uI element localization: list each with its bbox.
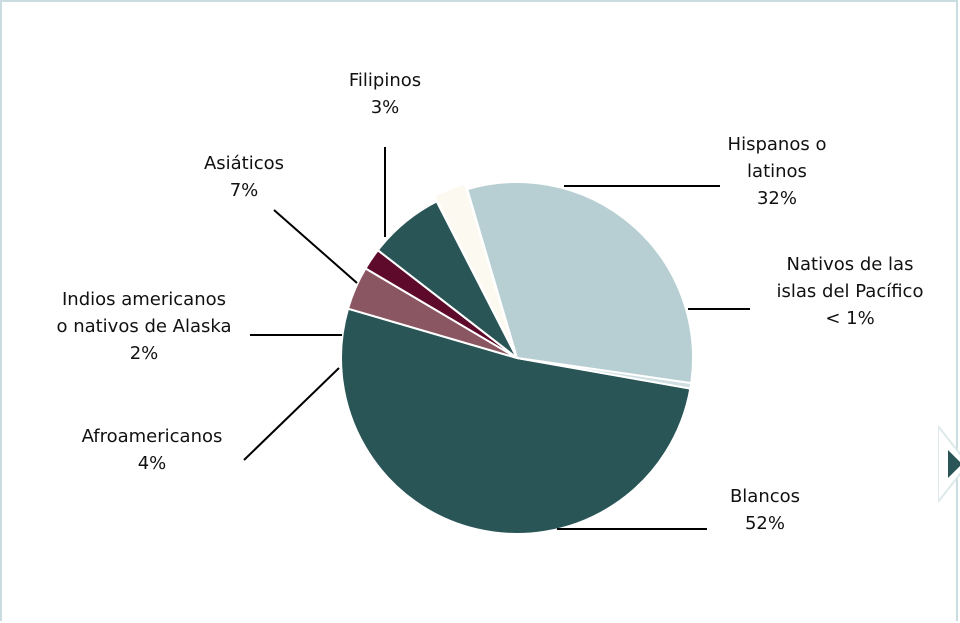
slice-label-indios-americanos: Indios americanos o nativos de Alaska 2% [56,289,231,364]
slice-label-afroamericanos: Afroamericanos 4% [82,426,223,474]
leader-line-asiaticos [274,210,357,283]
next-button[interactable] [938,426,960,502]
slice-label-asiaticos: Asiáticos 7% [204,153,284,201]
slice-label-hispanos-o: Hispanos o latinos 32% [728,134,827,209]
slice-label-blancos: Blancos 52% [730,486,800,534]
slice-label-filipinos: Filipinos 3% [349,70,421,118]
slice-label-nativos-de-las: Nativos de las islas del Pacífico < 1% [777,254,924,329]
leader-line-afroamericanos [244,368,339,460]
